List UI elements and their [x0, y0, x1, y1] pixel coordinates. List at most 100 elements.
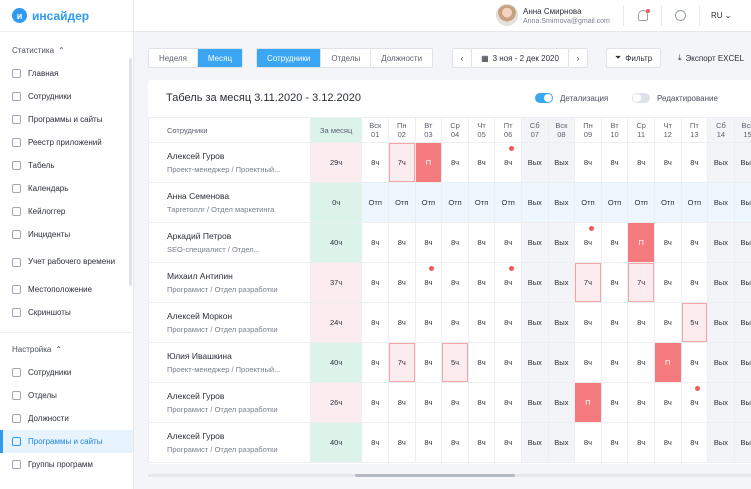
day-cell[interactable]: Вых [733, 342, 751, 383]
day-cell[interactable]: 8ч [414, 382, 443, 423]
edit-toggle[interactable] [632, 93, 650, 103]
day-cell[interactable]: Вых [520, 382, 549, 423]
day-cell[interactable]: 8ч [600, 342, 629, 383]
sidebar-item-settings-3[interactable]: Программы и сайты [0, 430, 133, 453]
day-cell[interactable]: 8ч [361, 262, 390, 303]
day-cell[interactable]: Вых [520, 222, 549, 263]
tab-period_tabs-1[interactable]: Месяц [197, 49, 243, 67]
day-cell[interactable]: 8ч [574, 422, 602, 463]
day-cell[interactable]: 8ч [388, 262, 416, 303]
day-cell[interactable]: 8ч [414, 222, 443, 263]
day-cell[interactable]: 8ч [467, 342, 496, 383]
day-cell[interactable]: 8ч [574, 222, 602, 263]
bell-icon[interactable] [638, 10, 648, 21]
day-cell[interactable]: Вых [520, 182, 549, 223]
employee-cell[interactable]: Аркадий Петров SEO-специалист / Отдел... [148, 222, 311, 263]
day-cell[interactable]: 8ч [653, 222, 682, 263]
day-cell[interactable]: 8ч [388, 302, 416, 343]
day-cell[interactable]: 8ч [388, 382, 416, 423]
day-cell[interactable]: П [414, 142, 443, 183]
day-cell[interactable]: 8ч [627, 382, 655, 423]
day-cell[interactable]: 8ч [467, 142, 496, 183]
day-cell[interactable]: П [627, 222, 655, 263]
table-row[interactable]: Юлия Ивашкина Проект-менеджер / Проектный… [148, 342, 751, 383]
day-cell[interactable]: 8ч [361, 382, 390, 423]
sidebar-item-stats-0[interactable]: Главная [0, 62, 133, 85]
day-cell[interactable]: 8ч [627, 142, 655, 183]
day-cell[interactable]: 8ч [494, 262, 522, 303]
employee-cell[interactable]: Алексей Моркон Програмист / Отдел разрабо… [148, 302, 311, 343]
day-cell[interactable]: Вых [520, 302, 549, 343]
day-cell[interactable]: 8ч [467, 422, 496, 463]
day-cell[interactable]: 7ч [627, 262, 655, 303]
day-cell[interactable]: 8ч [414, 342, 443, 383]
export-button[interactable]: ⤓ Экспорт EXCEL [672, 48, 751, 68]
day-cell[interactable]: Отп [467, 182, 496, 223]
day-cell[interactable]: Вых [547, 342, 576, 383]
day-cell[interactable]: Вых [547, 262, 576, 303]
sidebar-item-settings-2[interactable]: Должности [0, 407, 133, 430]
day-cell[interactable]: 8ч [494, 142, 522, 183]
day-cell[interactable]: 8ч [680, 222, 709, 263]
tab-view_tabs-0[interactable]: Сотрудники [257, 49, 322, 67]
day-cell[interactable]: 8ч [574, 142, 602, 183]
sidebar-scrollbar[interactable] [129, 58, 132, 286]
day-cell[interactable]: Отп [653, 182, 682, 223]
day-cell[interactable]: Вых [707, 342, 735, 383]
day-cell[interactable]: 5ч [680, 302, 709, 343]
day-cell[interactable]: 8ч [680, 142, 709, 183]
day-cell[interactable]: 7ч [574, 262, 602, 303]
day-cell[interactable]: 8ч [627, 422, 655, 463]
day-cell[interactable]: Вых [547, 142, 576, 183]
day-cell[interactable]: 8ч [600, 302, 629, 343]
table-row[interactable]: Алексей Моркон Програмист / Отдел разрабо… [148, 302, 751, 343]
day-cell[interactable]: 8ч [467, 382, 496, 423]
employee-cell[interactable]: Алексей Гуров Програмист / Отдел разработ… [148, 382, 311, 423]
day-cell[interactable]: 8ч [494, 342, 522, 383]
sidebar-item-stats-10[interactable]: Скриншоты [0, 301, 133, 324]
day-cell[interactable]: 8ч [600, 262, 629, 303]
day-cell[interactable]: 8ч [494, 302, 522, 343]
sidebar-item-stats-6[interactable]: Кейлоггер [0, 200, 133, 223]
day-cell[interactable]: 8ч [361, 222, 390, 263]
employee-cell[interactable]: Анна Семенова Таргетоллг / Отдел маркетин… [148, 182, 311, 223]
day-cell[interactable]: Отп [680, 182, 709, 223]
day-cell[interactable]: 8ч [600, 222, 629, 263]
day-cell[interactable]: Вых [733, 222, 751, 263]
day-cell[interactable]: 8ч [494, 382, 522, 423]
day-cell[interactable]: Вых [733, 382, 751, 423]
day-cell[interactable]: 8ч [441, 422, 469, 463]
tab-view_tabs-1[interactable]: Отделы [321, 49, 372, 67]
day-cell[interactable]: 8ч [680, 382, 709, 423]
tab-period_tabs-0[interactable]: Неделя [149, 49, 198, 67]
day-cell[interactable]: Вых [707, 222, 735, 263]
day-cell[interactable]: Вых [547, 222, 576, 263]
day-cell[interactable]: 8ч [467, 222, 496, 263]
day-cell[interactable]: Вых [707, 142, 735, 183]
day-cell[interactable]: Вых [733, 182, 751, 223]
day-cell[interactable]: Вых [547, 302, 576, 343]
language-select[interactable]: RU ⌄ [711, 11, 732, 20]
sidebar-item-stats-4[interactable]: Табель [0, 154, 133, 177]
sidebar-item-stats-2[interactable]: Программы и сайты [0, 108, 133, 131]
day-cell[interactable]: 8ч [441, 222, 469, 263]
table-row[interactable]: Михаил Антипин Програмист / Отдел разрабо… [148, 262, 751, 303]
employee-cell[interactable]: Юлия Ивашкина Проект-менеджер / Проектный… [148, 342, 311, 383]
day-cell[interactable]: Вых [707, 182, 735, 223]
day-cell[interactable]: 8ч [680, 422, 709, 463]
day-cell[interactable]: 8ч [414, 302, 443, 343]
table-row[interactable]: Алексей Гуров Програмист / Отдел разработ… [148, 382, 751, 423]
sidebar-item-settings-1[interactable]: Отделы [0, 384, 133, 407]
day-cell[interactable]: Отп [600, 182, 629, 223]
day-cell[interactable]: 8ч [388, 222, 416, 263]
day-cell[interactable]: 8ч [653, 142, 682, 183]
day-cell[interactable]: Отп [361, 182, 390, 223]
day-cell[interactable]: Отп [388, 182, 416, 223]
section-stats[interactable]: Статистика ⌃ [0, 38, 133, 62]
day-cell[interactable]: 8ч [680, 342, 709, 383]
sidebar-item-settings-0[interactable]: Сотрудники [0, 361, 133, 384]
table-row[interactable]: Анна Семенова Таргетоллг / Отдел маркетин… [148, 182, 751, 223]
day-cell[interactable]: Отп [627, 182, 655, 223]
next-period-button[interactable]: › [568, 48, 588, 68]
day-cell[interactable]: 8ч [600, 142, 629, 183]
